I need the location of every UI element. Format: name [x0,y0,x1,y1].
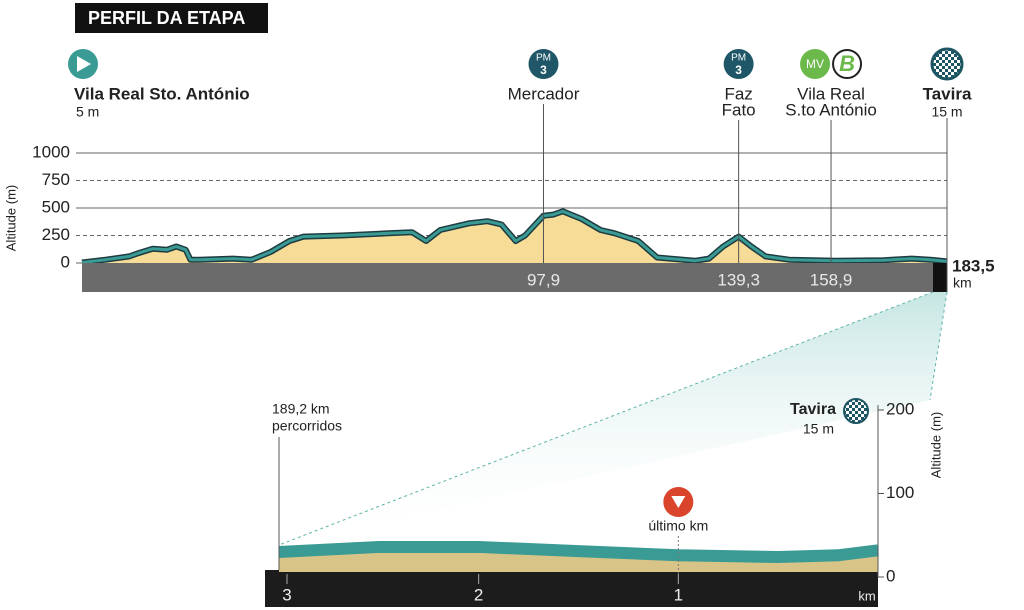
badge-label: PM [536,53,551,64]
point-name: Faz [724,84,752,103]
x-tick-label: 2 [474,585,483,604]
badge-category: 3 [735,63,742,77]
point-name: S.to António [785,100,877,119]
point-km: 97,9 [527,270,560,289]
finish-name: Tavira [790,401,836,418]
finish-altitude: 15 m [931,104,962,120]
badge-category: B [839,51,855,76]
badge-label: PM [731,53,746,64]
zoom-wedge [279,292,947,545]
point-name: Fato [722,100,756,119]
note: 189,2 km [272,401,330,417]
zoom-line [278,291,934,546]
badge-category: 3 [540,63,547,77]
finish-icon [930,47,964,81]
title: PERFIL DA ETAPA [88,8,245,28]
x-tick-label: 3 [282,585,291,604]
y-tick-label: 250 [42,225,70,244]
start-arrow [77,56,91,72]
sprint-badge [800,49,831,79]
x-unit: km [953,275,972,291]
y-tick-label: 750 [42,170,70,189]
point-km: 139,3 [717,270,760,289]
inset-surface [278,540,879,563]
inset-strip [265,570,878,607]
finish-block [933,263,947,292]
profile-line [81,209,948,264]
y-axis-label: Altitude (m) [3,185,18,251]
y-tick-label: 0 [61,252,70,271]
y-tick-label: 100 [886,483,914,502]
y-tick-label: 200 [886,399,914,418]
finish-name: Tavira [923,84,972,103]
start-name: Vila Real Sto. António [74,84,250,103]
last-km-label: último km [648,518,708,534]
x-end-label: 183,5 [952,256,995,275]
x-unit: km [858,588,875,603]
y-tick-label: 500 [42,197,70,216]
note: percorridos [272,418,342,434]
y-tick-label: 0 [886,566,895,585]
bonus-badge [832,49,863,79]
inset-area [279,546,878,572]
y-tick-label: 1000 [32,142,70,161]
point-name: Vila Real [797,84,865,103]
title-box [75,3,268,33]
profile-area [82,211,947,263]
finish-icon [843,398,869,424]
climb-badge [723,49,754,79]
distance-strip [82,263,947,292]
badge-label: MV [806,57,824,71]
x-tick-label: 1 [674,585,683,604]
y-axis-label: Altitude (m) [928,412,943,478]
climb-badge [528,49,559,79]
point-name: Mercador [508,84,580,103]
last-km-arrow [671,496,686,508]
start-altitude: 5 m [76,104,99,120]
zoom-line [929,291,948,401]
finish-altitude: 15 m [803,421,834,437]
point-km: 158,9 [810,270,853,289]
